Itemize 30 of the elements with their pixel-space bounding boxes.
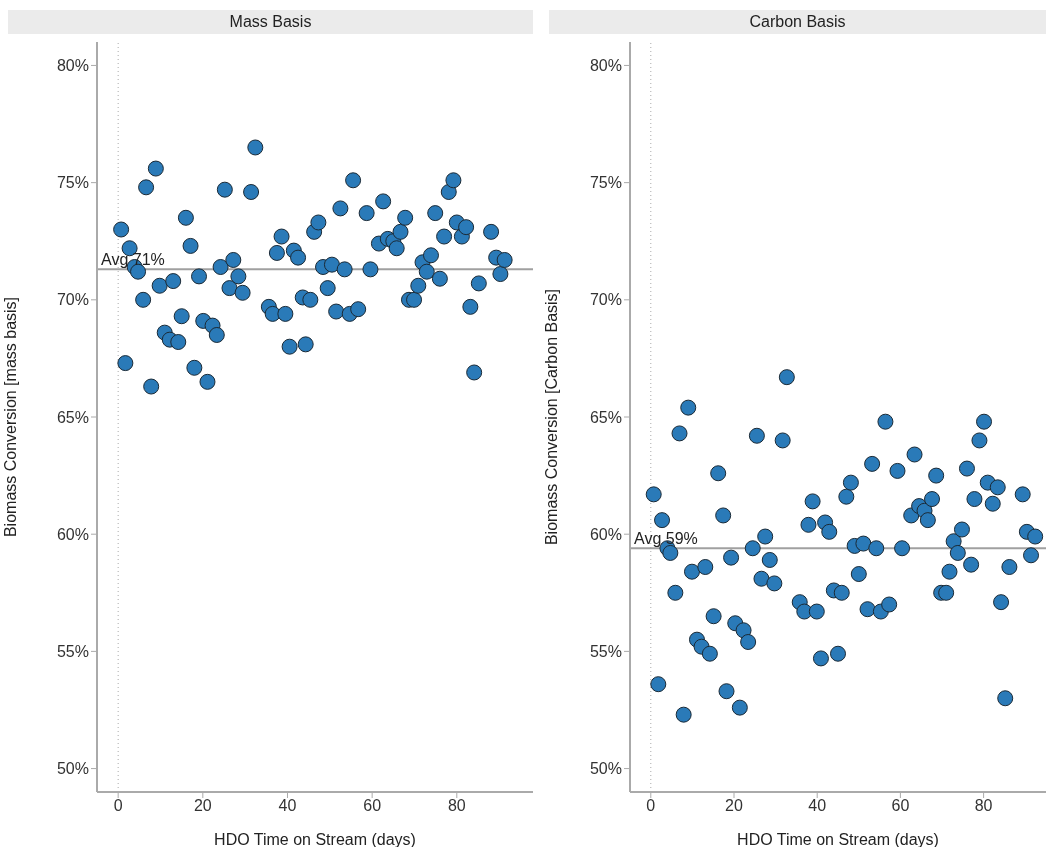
y-tick-label: 75% xyxy=(56,174,89,192)
chart-title: Mass Basis xyxy=(8,10,533,34)
y-tick-label: 60% xyxy=(589,525,622,543)
x-tick-label: 60 xyxy=(891,797,910,815)
ref-line-label: Avg 71% xyxy=(101,251,165,269)
y-tick-label: 55% xyxy=(56,643,89,661)
x-tick-label: 20 xyxy=(193,797,212,815)
y-tick-label: 50% xyxy=(56,760,89,778)
ref-line-label: Avg 59% xyxy=(634,530,698,548)
x-tick-label: 40 xyxy=(808,797,827,815)
chart-title: Carbon Basis xyxy=(549,10,1046,34)
x-tick-label: 80 xyxy=(974,797,993,815)
y-tick-label: 70% xyxy=(56,291,89,309)
x-tick-label: 0 xyxy=(113,797,123,815)
y-tick-label: 65% xyxy=(589,408,622,426)
y-tick-label: 80% xyxy=(56,57,89,75)
x-tick-label: 0 xyxy=(646,797,656,815)
y-tick-label: 75% xyxy=(589,174,622,192)
y-tick-label: 80% xyxy=(589,57,622,75)
x-tick-label: 40 xyxy=(278,797,297,815)
y-axis-title: Biomass Conversion [Carbon Basis] xyxy=(542,288,560,546)
y-tick-label: 55% xyxy=(589,643,622,661)
x-tick-label: 20 xyxy=(725,797,743,815)
y-tick-label: 60% xyxy=(56,525,89,543)
x-tick-label: 80 xyxy=(447,797,466,815)
y-tick-label: 70% xyxy=(589,291,622,309)
y-axis-title: Biomass Conversion [mass basis] xyxy=(1,296,19,538)
x-tick-label: 60 xyxy=(363,797,382,815)
y-tick-label: 50% xyxy=(589,760,622,778)
y-tick-label: 65% xyxy=(56,408,89,426)
